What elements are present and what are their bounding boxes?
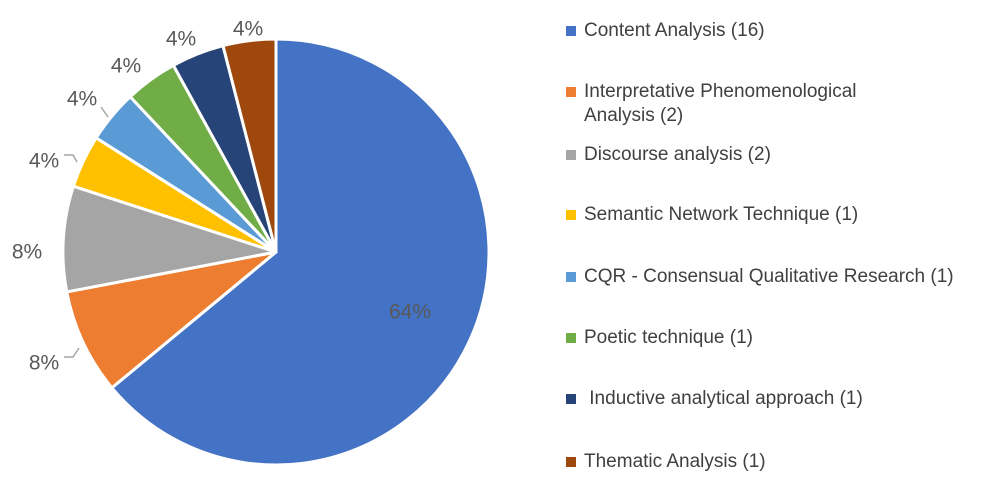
legend-item-interpretative-phenomenological-analysis: Interpretative Phenomenological Analysis… (566, 80, 914, 128)
legend-swatch-inductive-analytical-approach (566, 394, 576, 404)
leader-line-semantic-network-technique-1 (64, 154, 78, 163)
legend-item-cqr: CQR - Consensual Qualitative Research (1… (566, 265, 983, 289)
legend-label-poetic-technique: Poetic technique (1) (584, 327, 753, 348)
legend-swatch-cqr (566, 272, 576, 282)
legend-item-inductive-analytical-approach: Inductive analytical approach (1) (566, 387, 983, 411)
data-label-cqr-consensual-qualitative-research-1: 4% (67, 88, 97, 111)
legend-swatch-content-analysis (566, 26, 576, 36)
data-label-interpretative-phenomenological-analysis-2: 8% (29, 352, 59, 375)
pie-slice-content-analysis-16 (110, 37, 491, 467)
legend-label-inductive-analytical-approach: Inductive analytical approach (1) (584, 388, 863, 409)
legend-label-cqr: CQR - Consensual Qualitative Research (1… (584, 266, 954, 287)
legend-item-content-analysis: Content Analysis (16) (566, 19, 983, 43)
pie-slice-discourse-analysis-2 (61, 184, 278, 294)
data-label-semantic-network-technique-1: 4% (29, 150, 59, 173)
legend-swatch-poetic-technique (566, 333, 576, 343)
chart-legend: Content Analysis (16) Interpretative Phe… (566, 0, 983, 484)
data-label-thematic-analysis-1: 4% (233, 18, 263, 41)
legend-label-content-analysis: Content Analysis (16) (584, 20, 765, 41)
data-label-content-analysis-16: 64% (389, 301, 431, 324)
pie-slice-interpretative-phenomenological-analysis-2 (65, 250, 278, 390)
legend-item-discourse-analysis: Discourse analysis (2) (566, 143, 983, 167)
legend-item-thematic-analysis: Thematic Analysis (1) (566, 450, 983, 474)
legend-label-interpretative-phenomenological-analysis: Interpretative Phenomenological Analysis… (584, 81, 857, 126)
data-label-inductive-analytical-approach-1: 4% (166, 28, 196, 51)
leader-line-interpretative-phenomenological-analysis-2 (64, 347, 80, 358)
legend-item-semantic-network-technique: Semantic Network Technique (1) (566, 203, 983, 227)
leader-line-cqr-consensual-qualitative-research-1 (100, 106, 109, 118)
data-label-poetic-technique-1: 4% (111, 55, 141, 78)
legend-label-thematic-analysis: Thematic Analysis (1) (584, 451, 766, 472)
legend-swatch-interpretative-phenomenological-analysis (566, 87, 576, 97)
legend-swatch-thematic-analysis (566, 457, 576, 467)
legend-item-poetic-technique: Poetic technique (1) (566, 326, 983, 350)
legend-label-semantic-network-technique: Semantic Network Technique (1) (584, 204, 859, 225)
legend-label-discourse-analysis: Discourse analysis (2) (584, 144, 771, 165)
legend-swatch-semantic-network-technique (566, 210, 576, 220)
data-label-discourse-analysis-2: 8% (12, 241, 42, 264)
pie-slice-thematic-analysis-1 (221, 37, 278, 254)
legend-swatch-discourse-analysis (566, 150, 576, 160)
